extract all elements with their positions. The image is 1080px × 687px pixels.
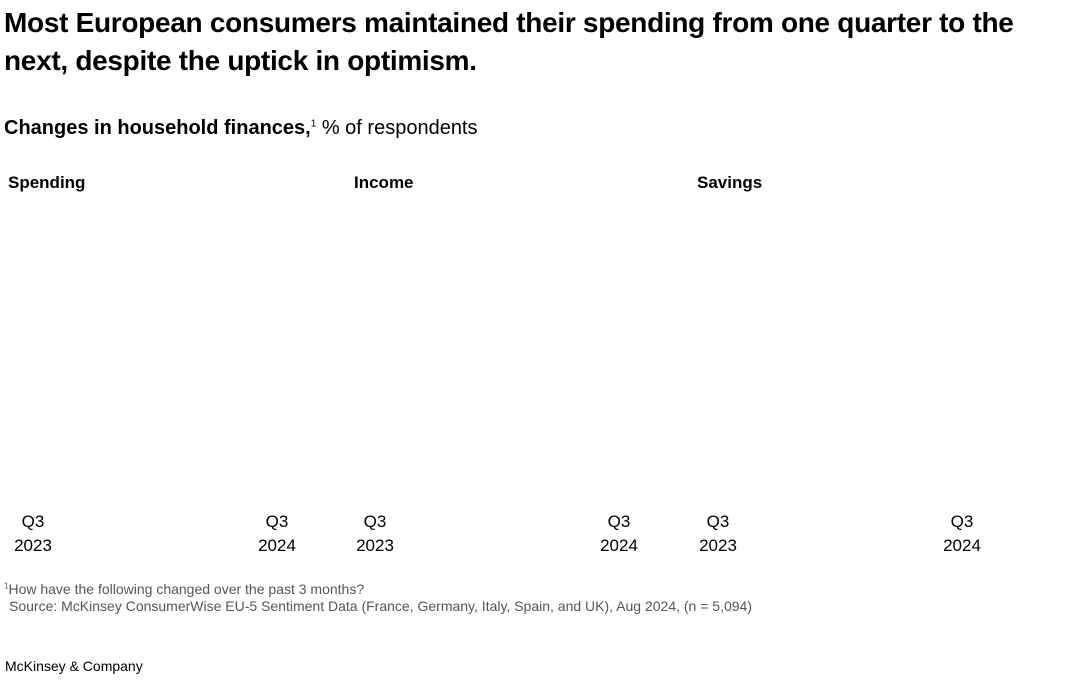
tick-quarter: Q3 [706,512,730,531]
panel-title-savings: Savings [697,173,763,192]
chart-title: Most European consumers maintained their… [4,7,1014,76]
x-tick-label: Q3 2024 [932,510,992,558]
tick-year: 2023 [356,536,394,555]
panel-title-income: Income [354,173,414,192]
tick-year: 2024 [258,536,296,555]
source-note: Source: McKinsey ConsumerWise EU-5 Senti… [9,598,752,614]
tick-quarter: Q3 [950,512,974,531]
x-tick-label: Q3 2023 [3,510,63,558]
subtitle-bold: Changes in household finances, [4,117,311,139]
tick-year: 2024 [943,536,981,555]
tick-quarter: Q3 [363,512,387,531]
footnote-mark: 1 [4,581,9,591]
x-tick-label: Q3 2024 [247,510,307,558]
x-tick-label: Q3 2024 [589,510,649,558]
tick-quarter: Q3 [607,512,631,531]
tick-year: 2024 [600,536,638,555]
chart-subtitle: Changes in household finances,1 % of res… [4,117,478,140]
tick-quarter: Q3 [265,512,289,531]
tick-quarter: Q3 [21,512,45,531]
tick-year: 2023 [14,536,52,555]
footnote: 1How have the following changed over the… [4,581,364,597]
brand-logo: McKinsey & Company [5,658,143,674]
panel-title-spending: Spending [8,173,86,192]
footnote-text: How have the following changed over the … [8,581,365,597]
x-tick-label: Q3 2023 [688,510,748,558]
subtitle-unit: % of respondents [316,117,478,139]
footnote-mark: 1 [310,118,317,130]
x-tick-label: Q3 2023 [345,510,405,558]
tick-year: 2023 [699,536,737,555]
